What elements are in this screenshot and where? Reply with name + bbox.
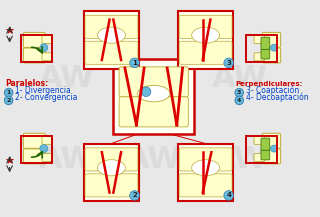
FancyBboxPatch shape — [254, 35, 265, 43]
Ellipse shape — [98, 160, 125, 176]
FancyBboxPatch shape — [179, 15, 232, 38]
Bar — [21, 136, 52, 163]
Text: AW: AW — [39, 64, 95, 93]
FancyBboxPatch shape — [85, 148, 138, 171]
Text: AW: AW — [126, 64, 182, 93]
FancyBboxPatch shape — [23, 133, 45, 148]
Text: 1: 1 — [132, 60, 137, 66]
Text: AW: AW — [126, 145, 182, 174]
Text: Paralelos:: Paralelos: — [5, 79, 48, 88]
FancyBboxPatch shape — [254, 154, 265, 162]
Circle shape — [4, 88, 13, 97]
Circle shape — [235, 88, 244, 97]
FancyBboxPatch shape — [262, 133, 281, 148]
FancyBboxPatch shape — [261, 138, 270, 150]
Ellipse shape — [138, 85, 170, 102]
Circle shape — [130, 191, 139, 200]
Circle shape — [224, 191, 234, 200]
Text: 3: 3 — [237, 90, 241, 95]
FancyBboxPatch shape — [85, 41, 138, 64]
FancyBboxPatch shape — [261, 150, 270, 160]
FancyBboxPatch shape — [179, 41, 232, 64]
Circle shape — [130, 58, 139, 68]
Text: 4: 4 — [226, 192, 231, 199]
Text: AW: AW — [39, 145, 95, 174]
Text: 3: 3 — [226, 60, 231, 66]
FancyBboxPatch shape — [42, 53, 52, 61]
FancyBboxPatch shape — [23, 48, 45, 63]
Circle shape — [141, 87, 151, 97]
Bar — [246, 35, 277, 62]
FancyBboxPatch shape — [179, 148, 232, 171]
FancyBboxPatch shape — [261, 49, 270, 59]
Text: 2: 2 — [6, 98, 11, 103]
Text: AW: AW — [212, 145, 268, 174]
Text: 2- Convergencia: 2- Convergencia — [15, 93, 78, 102]
FancyBboxPatch shape — [42, 154, 52, 162]
FancyBboxPatch shape — [42, 136, 52, 144]
FancyBboxPatch shape — [254, 53, 265, 61]
Text: 1- Divergencia: 1- Divergencia — [15, 86, 71, 95]
FancyBboxPatch shape — [178, 11, 234, 69]
Ellipse shape — [192, 27, 220, 43]
FancyBboxPatch shape — [179, 174, 232, 197]
FancyBboxPatch shape — [262, 32, 281, 47]
FancyBboxPatch shape — [119, 67, 188, 97]
FancyBboxPatch shape — [119, 97, 188, 127]
FancyBboxPatch shape — [85, 15, 138, 38]
Text: ★: ★ — [4, 27, 15, 37]
FancyBboxPatch shape — [23, 149, 45, 164]
FancyBboxPatch shape — [261, 37, 270, 49]
FancyBboxPatch shape — [84, 144, 139, 201]
Text: 3- Coaptación: 3- Coaptación — [246, 85, 299, 95]
Circle shape — [40, 145, 48, 153]
Bar — [21, 35, 52, 62]
Circle shape — [224, 58, 234, 68]
Ellipse shape — [192, 160, 220, 176]
Text: 2: 2 — [132, 192, 137, 199]
Circle shape — [40, 44, 48, 52]
FancyBboxPatch shape — [113, 59, 194, 134]
FancyBboxPatch shape — [178, 144, 234, 201]
Bar — [246, 136, 277, 163]
Text: 1: 1 — [6, 90, 11, 95]
Circle shape — [271, 44, 277, 51]
Ellipse shape — [98, 27, 125, 43]
Text: Perpendiculares:: Perpendiculares: — [236, 81, 303, 87]
FancyBboxPatch shape — [23, 32, 45, 47]
FancyBboxPatch shape — [254, 136, 265, 144]
FancyBboxPatch shape — [262, 149, 281, 164]
Circle shape — [235, 96, 244, 105]
Text: 4- Decoaptación: 4- Decoaptación — [246, 93, 308, 102]
Circle shape — [4, 96, 13, 105]
Circle shape — [271, 145, 277, 152]
FancyBboxPatch shape — [42, 35, 52, 43]
Text: 4: 4 — [237, 98, 241, 103]
Text: ★: ★ — [4, 157, 15, 167]
FancyBboxPatch shape — [84, 11, 139, 69]
FancyBboxPatch shape — [85, 174, 138, 197]
FancyBboxPatch shape — [262, 48, 281, 63]
Text: AW: AW — [212, 64, 268, 93]
